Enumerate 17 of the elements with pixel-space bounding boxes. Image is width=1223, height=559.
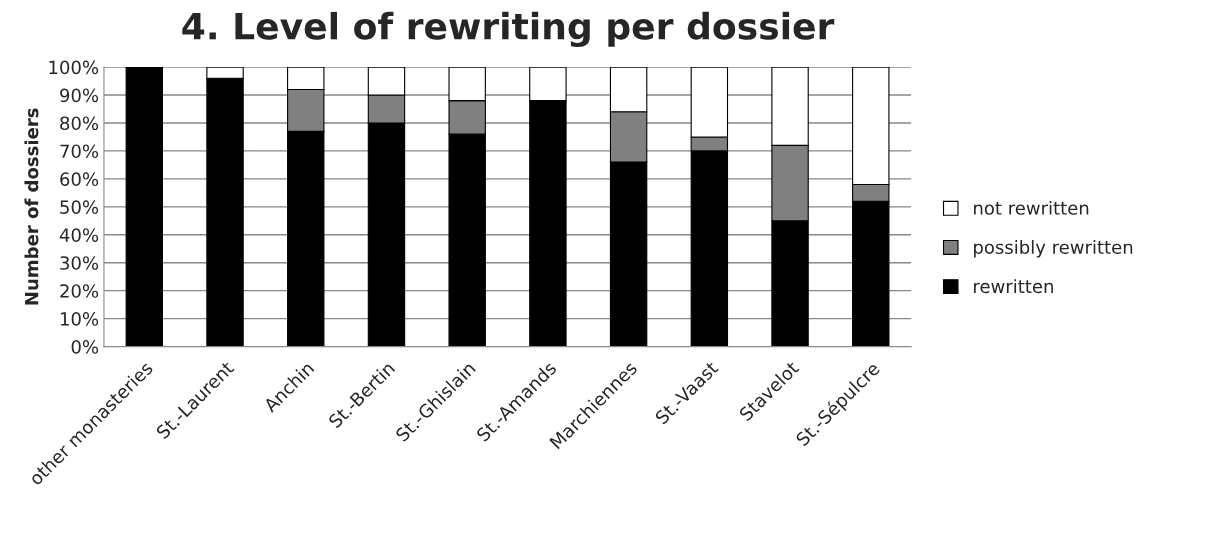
y-tick-label: 40% bbox=[59, 228, 99, 242]
legend-label: rewritten bbox=[974, 279, 1053, 294]
y-tick-label: 90% bbox=[60, 88, 99, 103]
y-tick-label: 100% bbox=[49, 60, 99, 75]
legend-label: not rewritten bbox=[974, 200, 1089, 215]
y-tick-label: 50% bbox=[60, 200, 99, 214]
y-tick-label: 70% bbox=[60, 144, 99, 159]
y-axis-title: Number of dossiers bbox=[24, 108, 39, 305]
y-tick-label: 10% bbox=[60, 312, 99, 326]
y-tick-label: 0% bbox=[71, 340, 99, 354]
y-tick-label: 30% bbox=[60, 256, 99, 270]
y-tick-label: 60% bbox=[60, 172, 99, 186]
bar bbox=[125, 67, 164, 347]
chart-title: 4. Level of rewriting per dossier bbox=[182, 11, 835, 48]
y-tick-label: 20% bbox=[60, 284, 99, 298]
legend-label: possibly rewritten bbox=[974, 240, 1133, 258]
y-tick-label: 80% bbox=[60, 116, 99, 131]
